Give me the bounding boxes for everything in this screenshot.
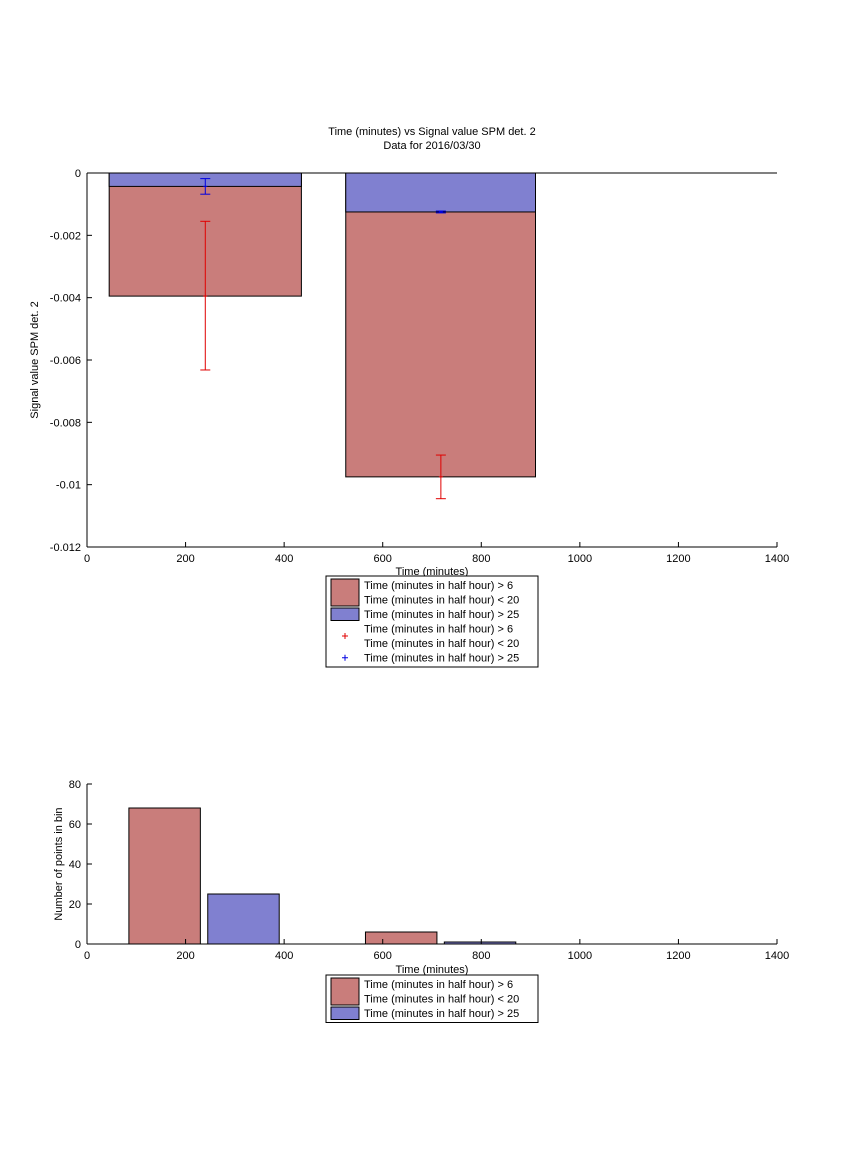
- top-y-tick-label: -0.006: [50, 355, 81, 367]
- top-y-tick-label: -0.01: [56, 480, 81, 492]
- bottom-bar-red: [128, 807, 201, 945]
- top-legend-label: Time (minutes in half hour) > 25: [364, 609, 519, 621]
- bottom-bar-blue: [207, 893, 280, 945]
- top-chart-ylabel: Signal value SPM det. 2: [29, 301, 41, 418]
- bottom-legend-swatch: [330, 1006, 360, 1020]
- bottom-x-tick-label: 1000: [568, 950, 592, 962]
- bottom-x-tick-label: 200: [176, 950, 194, 962]
- bottom-y-tick-label: 0: [75, 939, 81, 951]
- top-x-tick-label: 400: [275, 553, 293, 565]
- top-chart: Time (minutes) vs Signal value SPM det. …: [29, 126, 789, 668]
- top-bar-red: [345, 172, 536, 478]
- bottom-y-tick-label: 20: [69, 899, 81, 911]
- top-y-tick-label: -0.012: [50, 542, 81, 554]
- top-x-tick-label: 1400: [765, 553, 789, 565]
- top-x-tick-label: 1000: [568, 553, 592, 565]
- top-x-tick-label: 0: [84, 553, 90, 565]
- bottom-legend-swatch: [330, 977, 360, 1006]
- bottom-x-tick-label: 1400: [765, 950, 789, 962]
- bottom-legend-label: Time (minutes in half hour) < 20: [364, 994, 519, 1006]
- top-chart-legend: Time (minutes in half hour) > 6 Time (min…: [325, 575, 539, 668]
- top-legend-label: Time (minutes in half hour) > 6: [364, 580, 513, 592]
- bottom-legend-label: Time (minutes in half hour) > 25: [364, 1008, 519, 1020]
- bottom-y-tick-label: 80: [69, 779, 81, 791]
- bottom-y-tick-label: 60: [69, 819, 81, 831]
- bottom-chart-xlabel: Time (minutes): [396, 964, 469, 976]
- top-plot-area: 0 200 400 600 800 1000 1200 1400 0 -0.002 -0.004 -0…: [50, 168, 789, 565]
- top-errorbar-red: [435, 454, 446, 500]
- bottom-chart: 0 200 400 600 800 1000 1200 1400 0 20 40 60 80 Time …: [53, 779, 789, 1023]
- top-y-tick-label: -0.004: [50, 293, 81, 305]
- bottom-y-tick-label: 40: [69, 859, 81, 871]
- bottom-x-tick-label: 0: [84, 950, 90, 962]
- top-legend-swatch: [330, 578, 360, 607]
- bottom-x-tick-label: 800: [472, 950, 490, 962]
- top-y-tick-label: 0: [75, 168, 81, 180]
- top-legend-label: Time (minutes in half hour) < 20: [364, 595, 519, 607]
- top-legend-swatch: [330, 607, 360, 621]
- top-legend-label: Time (minutes in half hour) > 25: [364, 653, 519, 665]
- bottom-chart-ylabel: Number of points in bin: [53, 807, 65, 920]
- bottom-x-tick-label: 1200: [666, 950, 690, 962]
- top-errorbar-red: [200, 220, 211, 371]
- top-legend-marker: [342, 633, 348, 639]
- top-chart-xlabel: Time (minutes): [396, 566, 469, 578]
- top-x-tick-label: 1200: [666, 553, 690, 565]
- top-errorbar-blue: [200, 178, 211, 195]
- top-x-tick-label: 200: [176, 553, 194, 565]
- bottom-legend-box: [325, 974, 539, 1023]
- top-legend-label: Time (minutes in half hour) > 6: [364, 624, 513, 636]
- bottom-legend-label: Time (minutes in half hour) > 6: [364, 979, 513, 991]
- bottom-chart-legend: Time (minutes in half hour) > 6 Time (min…: [325, 974, 539, 1023]
- bottom-plot-area: 0 200 400 600 800 1000 1200 1400 0 20 40 60 80: [69, 779, 789, 962]
- top-legend-box: [325, 575, 539, 668]
- top-x-tick-label: 600: [374, 553, 392, 565]
- top-legend-marker: [342, 654, 348, 661]
- top-chart-title: Time (minutes) vs Signal value SPM det. …: [328, 126, 535, 138]
- top-legend-label: Time (minutes in half hour) < 20: [364, 638, 519, 650]
- top-chart-subtitle: Data for 2016/03/30: [383, 140, 480, 152]
- bottom-bar-red: [364, 931, 438, 945]
- top-y-tick-label: -0.008: [50, 417, 81, 429]
- top-x-tick-label: 800: [472, 553, 490, 565]
- top-errorbar-blue: [435, 210, 446, 214]
- top-y-tick-label: -0.002: [50, 230, 81, 242]
- bottom-x-tick-label: 400: [275, 950, 293, 962]
- bottom-x-tick-label: 600: [374, 950, 392, 962]
- top-bar-blue: [345, 172, 536, 213]
